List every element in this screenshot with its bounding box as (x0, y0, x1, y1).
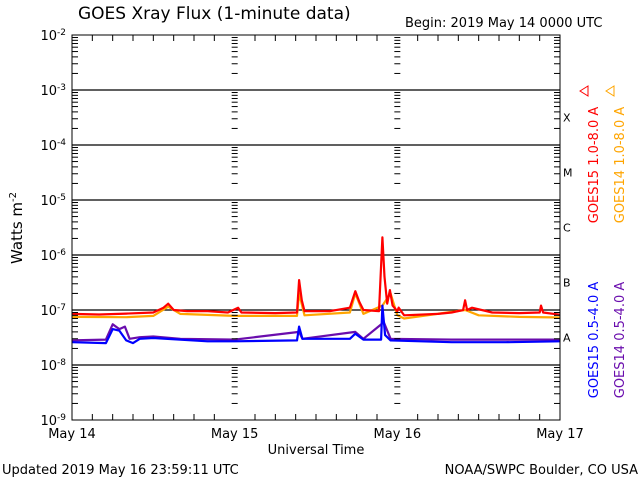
y-tick-base: 10 (40, 249, 57, 264)
y-tick-exp: -4 (57, 138, 66, 148)
y-tick-exp: -2 (57, 28, 66, 38)
y-tick-base: 10 (40, 29, 57, 44)
legend-entry: GOES15 1.0-8.0 A (587, 107, 602, 224)
y-tick-exp: -6 (57, 248, 66, 258)
series-line (71, 292, 561, 320)
y-tick-label: 10-4 (40, 138, 66, 154)
flare-class-label: X (563, 112, 571, 125)
x-tick-label: May 17 (536, 427, 584, 442)
y-axis-label-text: Watts m (8, 202, 26, 264)
y-tick-base: 10 (40, 194, 57, 209)
legend-entry: GOES15 0.5-4.0 A (587, 282, 602, 399)
flare-class-label: B (563, 277, 571, 290)
y-tick-exp: -9 (57, 413, 66, 423)
y-tick-exp: -5 (57, 193, 66, 203)
y-axis-label-sup: -2 (8, 192, 19, 202)
y-tick-label: 10-9 (40, 413, 66, 429)
y-axis-label: Watts m-2 (8, 192, 26, 264)
flare-class-label: A (563, 332, 571, 345)
y-tick-exp: -7 (57, 303, 66, 313)
begin-label: Begin: 2019 May 14 0000 UTC (405, 16, 602, 31)
plot-frame (71, 34, 561, 421)
y-tick-base: 10 (40, 359, 57, 374)
x-tick-label: May 14 (48, 427, 96, 442)
y-tick-label: 10-3 (40, 83, 66, 99)
y-tick-base: 10 (40, 414, 57, 429)
y-tick-label: 10-6 (40, 248, 66, 264)
x-tick-label: May 15 (211, 427, 259, 442)
y-tick-label: 10-7 (40, 303, 66, 319)
series-line (71, 304, 561, 345)
y-tick-exp: -8 (57, 358, 66, 368)
flare-class-label: C (563, 222, 571, 235)
updated-text: Updated 2019 May 16 23:59:11 UTC (2, 463, 239, 478)
chart-title: GOES Xray Flux (1-minute data) (78, 4, 351, 24)
y-tick-label: 10-5 (40, 193, 66, 209)
orange-arrow-icon (605, 85, 615, 97)
y-tick-base: 10 (40, 304, 57, 319)
y-tick-label: 10-8 (40, 358, 66, 374)
flare-class-label: M (563, 167, 573, 180)
x-axis-label: Universal Time (268, 443, 365, 458)
legend-entry: GOES14 0.5-4.0 A (613, 282, 628, 399)
y-tick-base: 10 (40, 139, 57, 154)
series-line (71, 236, 561, 317)
legend-entry: GOES14 1.0-8.0 A (613, 107, 628, 224)
red-arrow-icon (579, 85, 589, 97)
y-tick-base: 10 (40, 84, 57, 99)
credit-text: NOAA/SWPC Boulder, CO USA (445, 463, 638, 478)
y-tick-exp: -3 (57, 83, 66, 93)
y-tick-label: 10-2 (40, 28, 66, 44)
x-tick-label: May 16 (374, 427, 422, 442)
